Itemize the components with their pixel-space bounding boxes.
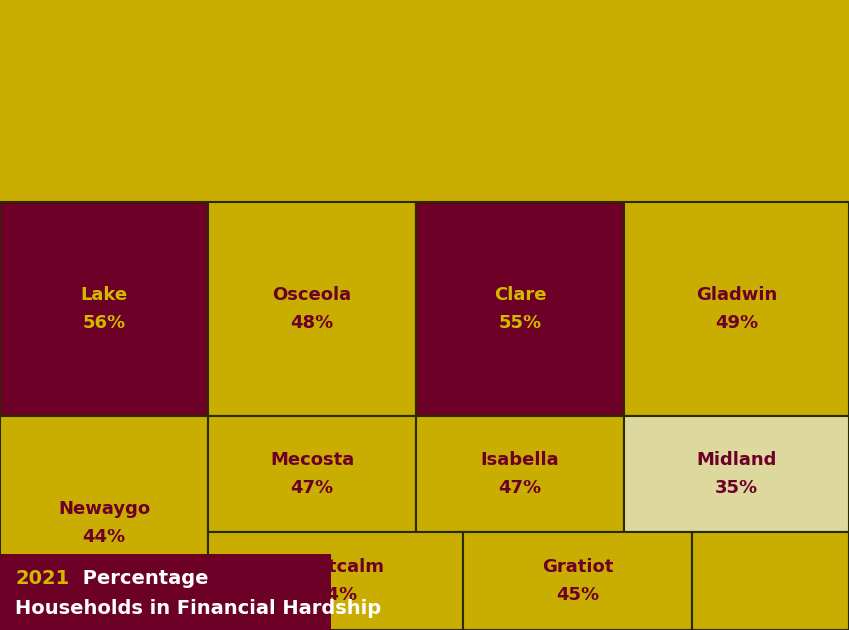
Text: 44%: 44% [82,528,126,546]
Text: Montcalm: Montcalm [286,558,385,576]
Bar [624,202,849,416]
Text: Clare: Clare [494,286,546,304]
Bar [0,202,208,416]
Text: Mecosta: Mecosta [270,451,354,469]
Text: 49%: 49% [715,314,758,331]
Bar [463,532,692,630]
Bar [208,202,416,416]
Bar [208,416,416,532]
Text: Osceola: Osceola [273,286,351,304]
Text: 35%: 35% [715,479,758,497]
Text: Gladwin: Gladwin [696,286,777,304]
Bar [0,416,208,630]
Text: 47%: 47% [498,479,542,497]
Text: Lake: Lake [81,286,127,304]
Bar [416,416,624,532]
Text: 48%: 48% [290,314,334,331]
Bar [624,416,849,532]
Text: Gratiot: Gratiot [542,558,613,576]
Bar [416,202,624,416]
Text: 2021: 2021 [15,569,70,588]
Text: Newaygo: Newaygo [58,500,150,518]
Text: 55%: 55% [498,314,542,331]
Text: 56%: 56% [82,314,126,331]
Bar [0,554,331,630]
Bar [208,532,463,630]
Text: Households in Financial Hardship: Households in Financial Hardship [15,599,381,618]
Bar [692,532,849,630]
Text: Percentage: Percentage [76,569,209,588]
Text: 47%: 47% [290,479,334,497]
Text: 44%: 44% [314,586,357,604]
Text: Midland: Midland [696,451,777,469]
Text: Isabella: Isabella [481,451,559,469]
Text: 45%: 45% [556,586,599,604]
